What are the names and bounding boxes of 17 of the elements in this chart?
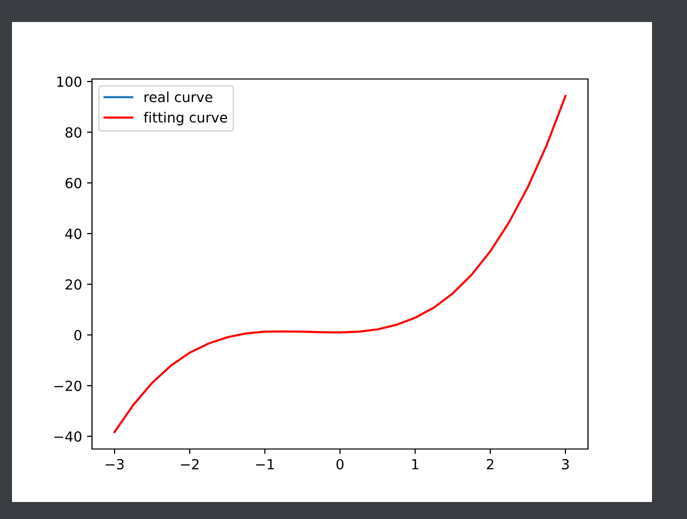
- y-tick-label: 20: [66, 279, 82, 290]
- x-tick-label: −3: [106, 458, 124, 470]
- y-tick-label: 60: [66, 178, 82, 188]
- y-tick-label: 0: [74, 330, 82, 340]
- y-tick-label: 100: [57, 76, 82, 88]
- x-tick-label: 2: [486, 458, 494, 470]
- y-tick-label: 80: [66, 127, 82, 138]
- x-tick-label: 3: [562, 458, 569, 470]
- y-tick-label: −20: [54, 380, 82, 392]
- x-tick-label: 0: [336, 458, 344, 470]
- legend-label: real curve: [144, 92, 212, 102]
- y-tick-label: 40: [65, 228, 82, 240]
- x-tick-label: −1: [256, 459, 274, 470]
- y-tick-label: −40: [54, 431, 82, 442]
- x-tick-label: 1: [412, 459, 418, 470]
- x-tick-label: −2: [180, 458, 199, 470]
- legend-label: fitting curve: [144, 112, 228, 126]
